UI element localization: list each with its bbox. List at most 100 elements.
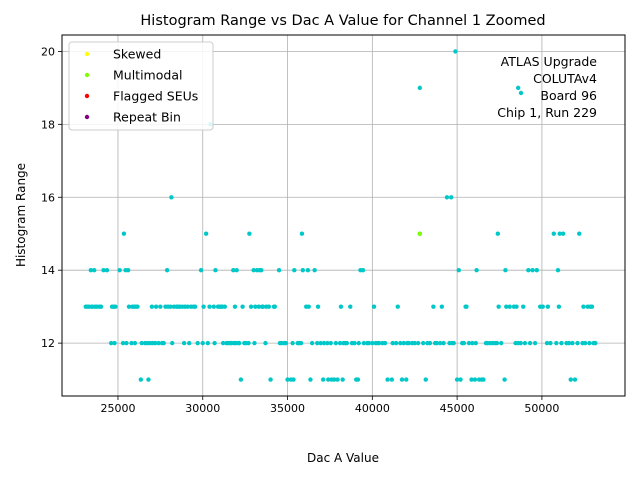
data-point [248, 304, 254, 309]
data-point [158, 304, 163, 309]
data-point [333, 340, 339, 346]
data-point [240, 304, 245, 309]
data-point [337, 340, 343, 346]
legend: Skewed Multimodal Flagged SEUs Repeat Bin [68, 41, 214, 131]
annotation-line: COLUTAv4 [533, 71, 597, 86]
data-point [168, 304, 173, 309]
data-point [389, 377, 395, 382]
data-point [534, 267, 540, 273]
data-point [551, 231, 556, 236]
x-axis-ticks: 25000 30000 35000 40000 45000 50000 [100, 396, 559, 415]
data-point [200, 340, 205, 346]
data-point [291, 377, 296, 382]
legend-label: Multimodal [113, 68, 182, 83]
data-point [514, 304, 519, 309]
data-point [112, 340, 117, 346]
data-point [338, 304, 344, 309]
data-point [570, 340, 575, 346]
x-axis-label: Dac A Value [307, 451, 379, 465]
data-point [101, 267, 106, 273]
data-point [503, 267, 508, 273]
data-point [370, 340, 375, 346]
data-point [464, 304, 469, 309]
data-point [325, 340, 330, 346]
data-point [195, 340, 200, 346]
data-point [466, 340, 472, 346]
data-point [253, 304, 258, 309]
data-point [496, 304, 501, 309]
plot-frame [61, 34, 626, 397]
data-point [473, 340, 478, 346]
data-point [472, 377, 478, 382]
data-point [315, 340, 320, 346]
data-point [266, 304, 272, 309]
data-point [268, 377, 273, 382]
data-point [398, 340, 403, 346]
data-point [371, 304, 377, 309]
data-point [340, 377, 345, 382]
y-axis-ticks: 12 14 16 18 20 [41, 45, 62, 350]
data-point [348, 304, 353, 309]
legend-marker [84, 114, 90, 120]
data-point [448, 195, 454, 200]
data-point [328, 340, 333, 346]
data-point [406, 340, 411, 346]
data-point [132, 340, 138, 346]
data-point [521, 304, 526, 309]
data-point [238, 377, 244, 382]
data-point [593, 340, 598, 346]
data-point [117, 267, 122, 273]
data-point [382, 340, 388, 346]
annotation-line: Chip 1, Run 229 [497, 105, 597, 120]
data-point [305, 267, 311, 273]
data-point [92, 267, 97, 273]
data-point [283, 340, 289, 346]
data-point [554, 340, 559, 346]
data-point [260, 304, 266, 309]
data-point [220, 340, 226, 346]
data-point [589, 304, 595, 309]
data-point [315, 304, 321, 309]
data-point [88, 267, 94, 273]
data-point [129, 340, 134, 346]
data-point [417, 231, 423, 236]
data-point [203, 231, 209, 236]
y-axis-label: Histogram Range [14, 163, 28, 267]
data-point [518, 340, 523, 346]
data-point [121, 231, 127, 236]
data-point [300, 267, 306, 273]
data-point [548, 340, 553, 346]
annotation-marker [518, 90, 524, 96]
data-point [170, 340, 175, 346]
data-point [212, 340, 217, 346]
data-point [395, 304, 400, 309]
data-point [252, 340, 257, 346]
data-point [581, 304, 586, 309]
data-point [431, 304, 436, 309]
data-point [108, 340, 114, 346]
x-tick-label: 40000 [355, 402, 390, 415]
data-point [555, 267, 561, 273]
data-point [164, 267, 170, 273]
data-point [232, 304, 238, 309]
data-point [344, 340, 350, 346]
x-tick-label: 45000 [440, 402, 475, 415]
data-point [318, 340, 323, 346]
data-point [453, 49, 458, 54]
data-point [556, 304, 562, 309]
data-point [499, 340, 504, 346]
y-tick-label: 18 [41, 118, 55, 131]
data-point [312, 267, 317, 273]
data-point [545, 304, 551, 309]
data-point [205, 340, 211, 346]
data-point [559, 340, 564, 346]
data-point [251, 267, 256, 273]
data-point [399, 377, 405, 382]
data-point [153, 304, 159, 309]
data-point [156, 340, 161, 346]
data-point [417, 85, 423, 91]
data-point [566, 340, 572, 346]
data-point [272, 304, 278, 309]
